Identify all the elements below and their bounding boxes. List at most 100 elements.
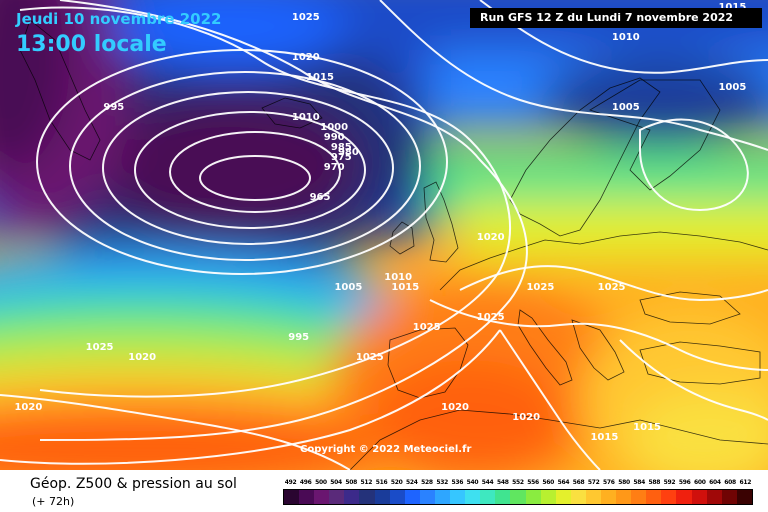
- legend-label: 532: [436, 479, 448, 486]
- legend-swatch: [510, 490, 526, 504]
- isobar-labels: 1025102010151010100099098598097597096599…: [14, 2, 746, 443]
- isobar-label: 1015: [633, 422, 661, 433]
- legend-label: 584: [633, 479, 645, 486]
- legend-swatch: [329, 490, 345, 504]
- legend-label: 492: [284, 479, 297, 486]
- legend-swatch: [706, 490, 722, 504]
- isobar-label: 1020: [477, 232, 505, 243]
- legend-swatch: [404, 490, 420, 504]
- isobar-label: 965: [310, 192, 331, 203]
- legend-swatch: [721, 490, 737, 504]
- legend-label: 580: [618, 479, 630, 486]
- legend-label: 596: [678, 479, 691, 486]
- legend-swatch: [555, 490, 571, 504]
- isobar-label: 1020: [441, 402, 469, 413]
- isobar-label: 1025: [292, 12, 320, 23]
- legend-label: 604: [709, 479, 721, 486]
- isobar-label: 975: [331, 152, 352, 163]
- legend-swatch: [600, 490, 617, 504]
- isobar-label: 970: [324, 162, 345, 173]
- isobar-label: 1025: [413, 322, 441, 333]
- legend-swatch: [314, 490, 330, 504]
- weather-map: 1025102010151010100099098598097597096599…: [0, 0, 768, 470]
- map-title: Géop. Z500 & pression au sol: [30, 476, 237, 492]
- isobar-label: 1025: [356, 352, 384, 363]
- isobar-label: 1000: [320, 122, 348, 133]
- legend-swatch: [284, 490, 300, 504]
- legend-swatch: [631, 490, 647, 504]
- legend-label: 588: [648, 479, 661, 486]
- isobar-label: 1025: [477, 312, 505, 323]
- isobar-lines: [0, 0, 768, 470]
- legend-label: 564: [557, 479, 570, 486]
- isobar-label: 1015: [590, 432, 618, 443]
- legend-label: 508: [345, 479, 358, 486]
- isobar-label: 990: [324, 132, 345, 143]
- isobar-label: 1010: [612, 32, 640, 43]
- legend-swatch: [389, 490, 405, 504]
- coastlines: [19, 19, 768, 470]
- legend-swatch: [570, 490, 586, 504]
- legend-label: 500: [315, 479, 327, 486]
- legend-label: 600: [693, 479, 706, 486]
- legend-swatch: [359, 490, 375, 504]
- legend-label: 496: [299, 479, 312, 486]
- legend-label: 528: [421, 479, 433, 486]
- legend-swatch: [419, 490, 435, 504]
- legend-swatch: [374, 490, 390, 504]
- legend-swatch: [465, 490, 481, 504]
- legend-swatch: [495, 490, 511, 504]
- legend-label: 608: [724, 479, 736, 486]
- legend-swatch: [585, 490, 601, 504]
- isobar-label: 985: [331, 142, 352, 153]
- color-legend: [283, 489, 753, 505]
- legend-swatch: [344, 490, 360, 504]
- legend-label: 572: [587, 479, 600, 486]
- isobar-label: 1015: [306, 72, 334, 83]
- legend-label: 520: [390, 479, 403, 486]
- isobar-label: 995: [288, 332, 309, 343]
- legend-label: 544: [481, 479, 494, 486]
- legend-swatch: [525, 490, 541, 504]
- legend-label: 504: [330, 479, 342, 486]
- isobar-label: 1010: [384, 272, 412, 283]
- isobar-label: 1015: [718, 2, 746, 13]
- forecast-time: 13:00 locale: [16, 32, 167, 57]
- legend-label: 556: [527, 479, 539, 486]
- footer-bar: Géop. Z500 & pression au sol (+ 72h) 492…: [0, 470, 768, 512]
- legend-label: 524: [406, 479, 418, 486]
- isobar-label: 1020: [512, 412, 540, 423]
- legend-swatch: [540, 490, 556, 504]
- legend-swatch: [691, 490, 707, 504]
- legend-swatch: [299, 490, 315, 504]
- legend-label: 612: [739, 479, 752, 486]
- legend-swatch: [616, 490, 632, 504]
- legend-swatch: [450, 490, 466, 504]
- isobar-label: 1020: [128, 352, 156, 363]
- isobar-label: 1020: [14, 402, 42, 413]
- isobar-label: 980: [338, 147, 359, 158]
- legend-label: 592: [663, 479, 676, 486]
- legend-label: 576: [603, 479, 615, 486]
- run-info-banner: Run GFS 12 Z du Lundi 7 novembre 2022: [470, 8, 762, 28]
- legend-swatch: [661, 490, 677, 504]
- isobar-label: 995: [103, 102, 124, 113]
- legend-label: 548: [496, 479, 509, 486]
- legend-label: 540: [466, 479, 479, 486]
- isobar-label: 1005: [718, 82, 746, 93]
- isobar-label: 1025: [86, 342, 114, 353]
- legend-label: 512: [360, 479, 373, 486]
- legend-swatch: [676, 490, 692, 504]
- isobar-label: 1025: [526, 282, 554, 293]
- legend-label: 516: [375, 479, 388, 486]
- legend-label: 560: [542, 479, 555, 486]
- isobar-label: 1010: [292, 112, 320, 123]
- legend-swatch: [736, 490, 752, 504]
- legend-swatch: [434, 490, 451, 504]
- isobar-label: 1005: [334, 282, 362, 293]
- legend-swatch: [480, 490, 496, 504]
- isobar-label: 1015: [391, 282, 419, 293]
- forecast-step: (+ 72h): [32, 495, 75, 508]
- isobar-label: 1020: [292, 52, 320, 63]
